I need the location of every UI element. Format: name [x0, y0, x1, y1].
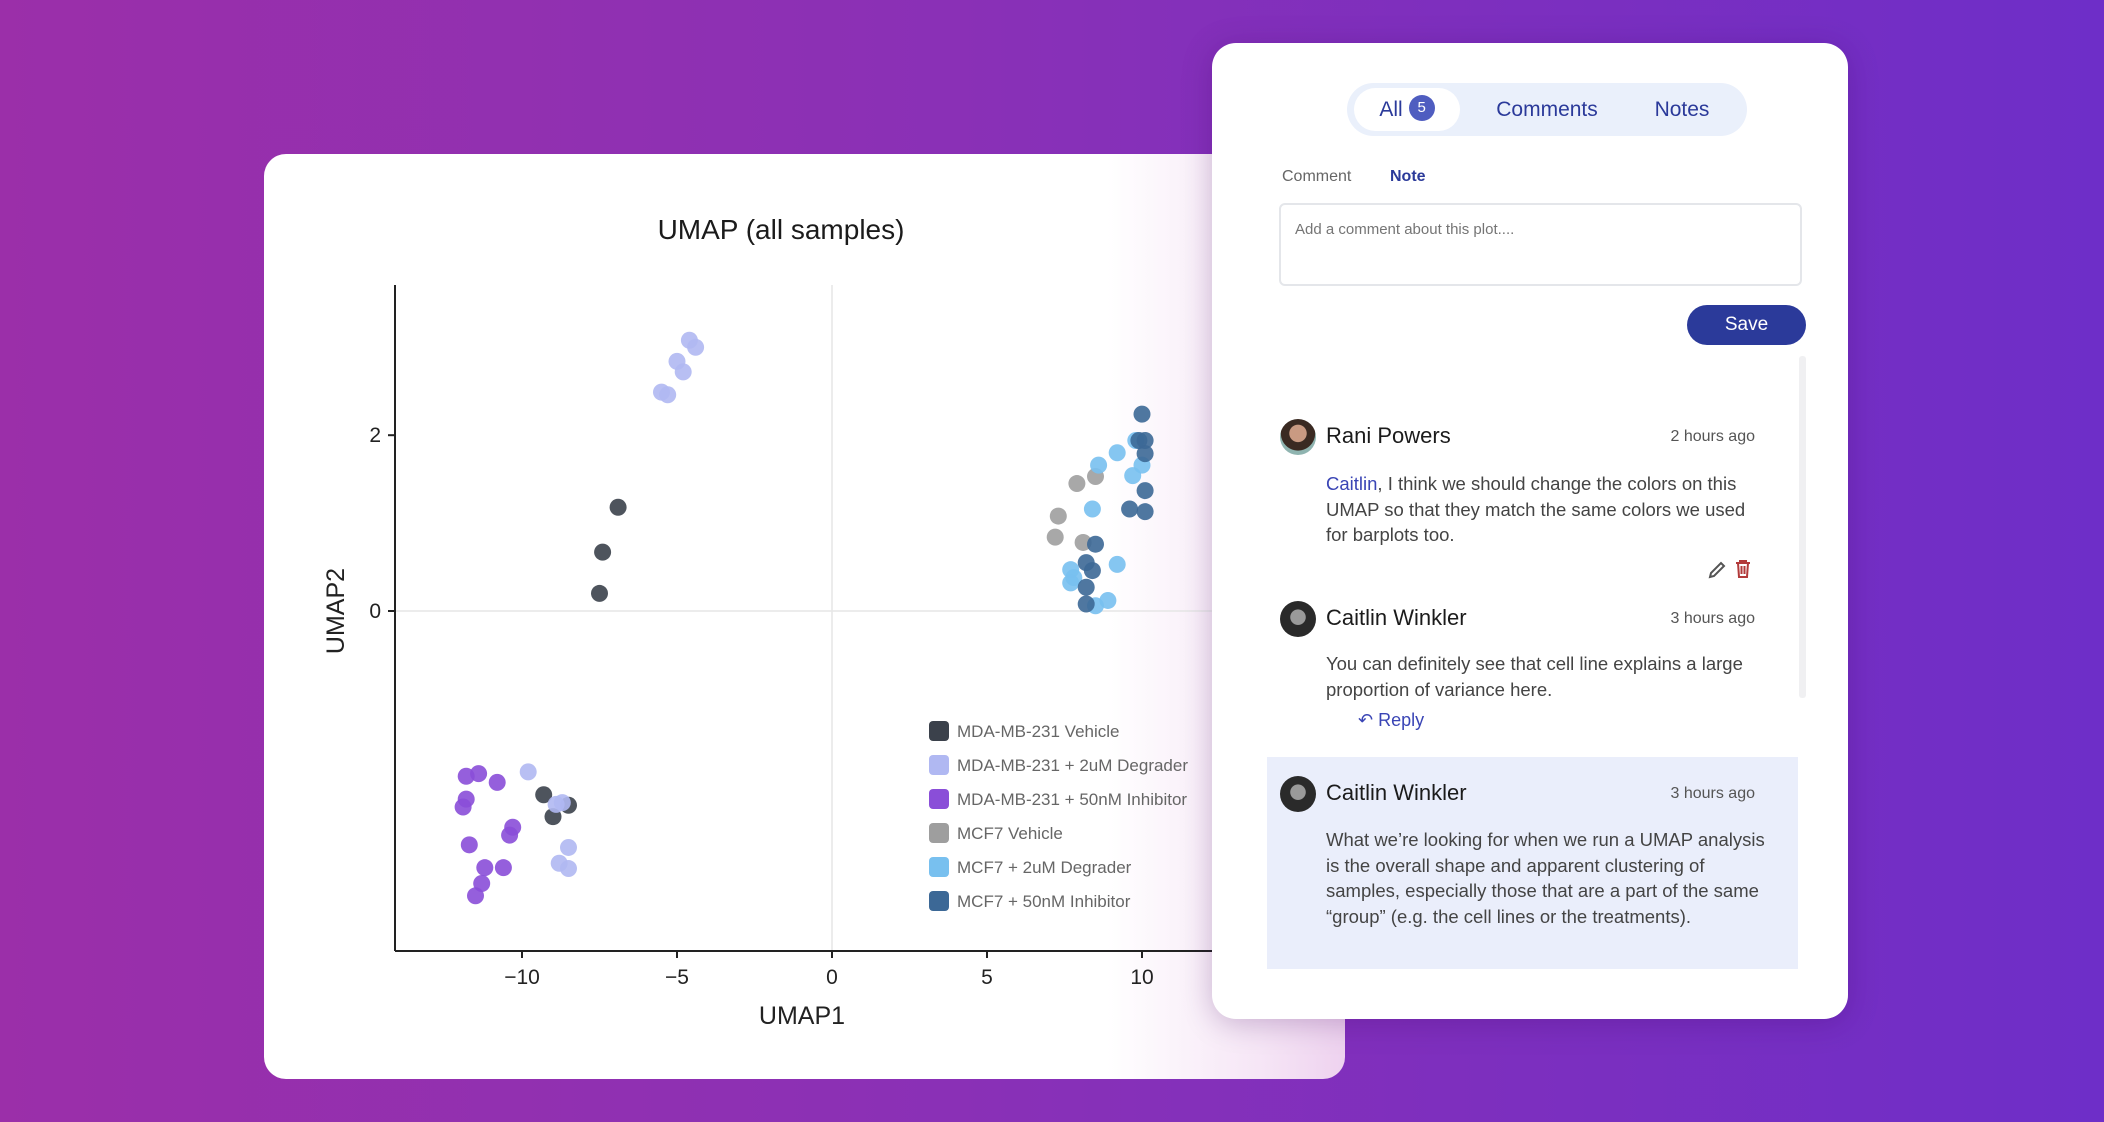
avatar [1280, 419, 1316, 455]
legend-label: MCF7 + 2uM Degrader [957, 858, 1132, 877]
data-point [1083, 562, 1101, 580]
edit-pencil-icon[interactable] [1706, 559, 1728, 581]
reply-button[interactable]: ↶ Reply [1358, 710, 1424, 731]
x-axis-label: UMAP1 [759, 1002, 845, 1030]
avatar [1280, 601, 1316, 637]
comment-text-body: , I think we should change the colors on… [1326, 473, 1746, 545]
mode-comment[interactable]: Comment [1282, 168, 1352, 185]
legend-swatch [929, 891, 949, 911]
data-point [470, 765, 488, 783]
data-point [560, 838, 577, 856]
scrollbar[interactable] [1799, 356, 1806, 698]
data-point [594, 543, 612, 561]
data-point [460, 836, 478, 854]
data-point [494, 859, 512, 877]
data-point [609, 498, 627, 516]
mode-note[interactable]: Note [1390, 168, 1426, 185]
umap-scatter-chart: −10 −5 0 5 10 0 2 UMAP1 UMAP2 MDA-MB-231 Vehicle M… [322, 285, 1269, 1030]
data-point [488, 773, 506, 791]
tab-comments[interactable]: Comments [1496, 98, 1598, 121]
data-point [1049, 507, 1067, 525]
legend-swatch [929, 721, 949, 741]
comment-text: Caitlin, I think we should change the co… [1326, 471, 1766, 548]
data-point [1108, 444, 1126, 462]
tab-notes[interactable]: Notes [1654, 98, 1710, 121]
save-button[interactable]: Save [1687, 305, 1806, 345]
data-point [535, 786, 553, 804]
legend-swatch [929, 857, 949, 877]
umap-plot-card: −10 −5 0 5 10 0 2 UMAP1 UMAP2 MDA-MB-231 Vehicle M… [264, 154, 1345, 1079]
data-point [501, 826, 519, 844]
data-point [1090, 456, 1108, 474]
data-point [1068, 475, 1086, 493]
count-badge: 5 [1408, 95, 1435, 122]
data-point [1074, 533, 1092, 551]
data-point [1121, 500, 1139, 518]
x-tick-label: 5 [981, 966, 993, 989]
data-point [1136, 503, 1154, 521]
data-point [591, 584, 608, 602]
y-tick-label: 2 [369, 424, 381, 447]
legend-label: MCF7 + 50nM Inhibitor [957, 892, 1131, 911]
comment-time: 2 hours ago [1670, 428, 1755, 445]
data-point [659, 386, 677, 404]
tab-bar: All 5 Comments Notes [1347, 83, 1747, 136]
data-point [1077, 595, 1095, 613]
legend-label: MDA-MB-231 + 2uM Degrader [957, 756, 1188, 775]
delete-trash-icon[interactable] [1732, 558, 1754, 580]
reply-arrow-icon: ↶ [1358, 710, 1374, 730]
tab-all-label: All [1379, 98, 1403, 121]
mention-link[interactable]: Caitlin [1326, 473, 1378, 494]
data-point [1062, 574, 1080, 592]
y-tick-label: 0 [369, 600, 381, 623]
comment-author: Caitlin Winkler [1326, 780, 1467, 805]
y-axis-label: UMAP2 [322, 568, 350, 654]
avatar [1280, 776, 1316, 812]
highlighted-comment [1267, 757, 1798, 969]
comment-author: Rani Powers [1326, 423, 1451, 448]
data-point [1136, 431, 1154, 449]
comment-text: What we’re looking for when we run a UMA… [1326, 829, 1765, 927]
data-point [1124, 467, 1142, 485]
reply-label: Reply [1378, 710, 1425, 730]
data-point [1136, 482, 1154, 500]
data-point [1087, 535, 1104, 553]
x-tick-label: −10 [504, 966, 540, 989]
legend-swatch [929, 755, 949, 775]
data-point [1099, 591, 1117, 609]
data-point [560, 860, 577, 878]
x-tick-label: 0 [826, 966, 838, 989]
legend-label: MDA-MB-231 + 50nM Inhibitor [957, 790, 1187, 809]
data-point [1077, 578, 1095, 596]
legend-swatch [929, 823, 949, 843]
legend-label: MDA-MB-231 Vehicle [957, 722, 1120, 741]
data-point [687, 338, 705, 356]
data-point [467, 887, 484, 905]
data-point [1136, 445, 1154, 463]
data-point [1083, 500, 1101, 518]
comment-input[interactable] [1279, 203, 1802, 286]
chart-title: UMAP (all samples) [657, 214, 905, 245]
data-point [1046, 528, 1064, 546]
legend-swatch [929, 789, 949, 809]
data-point [519, 763, 537, 781]
x-tick-label: 10 [1130, 966, 1153, 989]
data-point [1108, 555, 1126, 573]
data-point [674, 363, 692, 381]
tab-all[interactable]: All 5 [1354, 88, 1460, 131]
comment-text: You can definitely see that cell line ex… [1326, 653, 1743, 700]
comment-time: 3 hours ago [1670, 785, 1755, 802]
comment-author: Caitlin Winkler [1326, 605, 1467, 630]
legend-label: MCF7 Vehicle [957, 824, 1063, 843]
comment-time: 3 hours ago [1670, 610, 1755, 627]
data-point [553, 794, 571, 812]
x-tick-label: −5 [665, 966, 689, 989]
data-point [454, 798, 472, 816]
data-point [1133, 405, 1151, 423]
data-point [476, 859, 494, 877]
